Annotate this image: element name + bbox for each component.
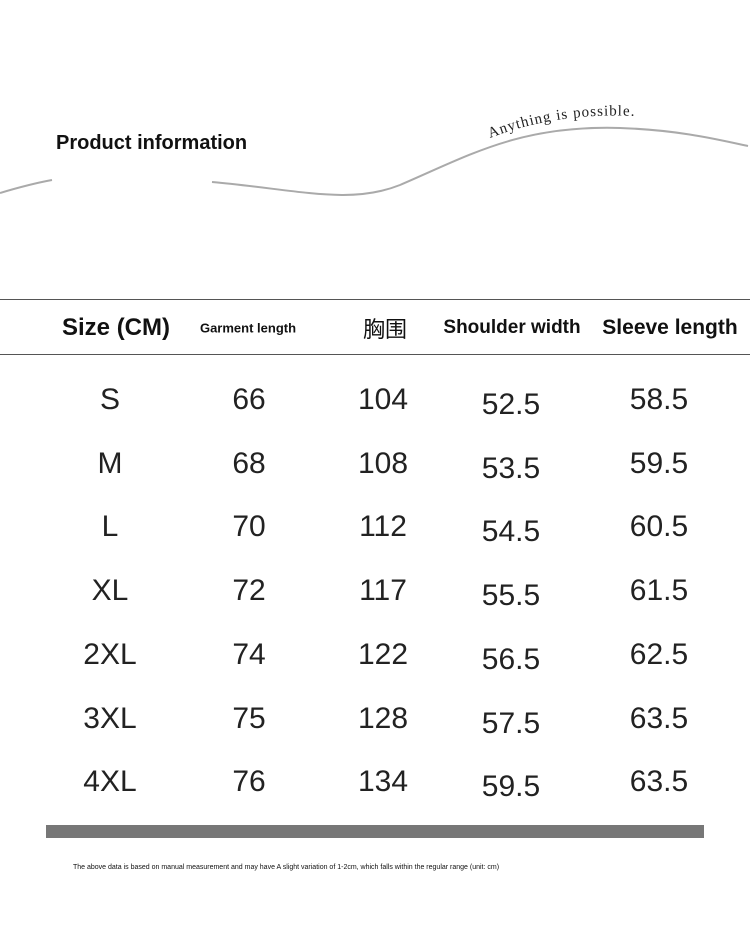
header-border — [0, 354, 750, 355]
tagline-path: Anything is possible. — [486, 103, 635, 141]
cell: XL — [91, 574, 129, 608]
column-header: Garment length — [199, 320, 297, 336]
cell: 60.5 — [629, 510, 689, 544]
cell: 128 — [357, 701, 409, 735]
footnote: The above data is based on manual measur… — [73, 864, 500, 871]
cell: 63.5 — [629, 701, 689, 735]
cell: S — [99, 383, 121, 416]
decor: Anything is possible. — [0, 103, 749, 196]
cell: 134 — [357, 765, 409, 799]
cell: 59.5 — [629, 446, 689, 480]
cell: 108 — [357, 446, 409, 480]
cell: 53.5 — [481, 451, 541, 485]
cell: 2XL — [83, 637, 137, 671]
cell: 59.5 — [481, 770, 541, 804]
cell: 56.5 — [481, 642, 541, 676]
cell: 76 — [232, 765, 266, 799]
cell: 112 — [359, 510, 407, 544]
table-top-border — [0, 299, 750, 300]
cell: 52.5 — [481, 388, 541, 421]
cell: 117 — [359, 574, 407, 608]
column-header: Size (CM) — [62, 314, 170, 341]
cell: L — [101, 510, 119, 544]
column-header: Sleeve length — [602, 316, 738, 339]
cell: 57.5 — [481, 706, 541, 740]
cell: 63.5 — [629, 765, 689, 799]
cell: 55.5 — [481, 579, 541, 613]
tagline: Anything is possible. — [486, 103, 636, 141]
cell: 68 — [232, 446, 266, 480]
cell: 75 — [232, 701, 266, 735]
cell: 122 — [357, 637, 409, 671]
cell: 3XL — [83, 701, 137, 735]
cell: 4XL — [83, 765, 137, 799]
cell: 62.5 — [629, 637, 689, 671]
cell: 70 — [232, 510, 266, 544]
cell: 104 — [357, 383, 409, 416]
cell: 72 — [232, 574, 266, 608]
cell: 61.5 — [629, 574, 689, 608]
divider-bar — [46, 825, 704, 838]
column-header: Shoulder width — [443, 317, 581, 338]
cell: 54.5 — [481, 515, 541, 549]
cell: 66 — [232, 383, 266, 416]
cell: 74 — [232, 637, 266, 671]
cell: 58.5 — [629, 383, 689, 416]
title: Product information — [56, 132, 248, 154]
cell: M — [97, 446, 123, 480]
column-header: 胸围 — [362, 317, 408, 342]
